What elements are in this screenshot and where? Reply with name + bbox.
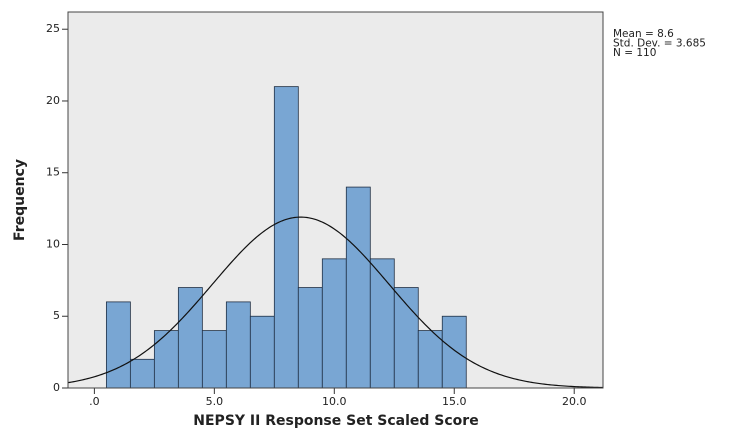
- bar: [369, 258, 395, 389]
- bar: [105, 301, 131, 389]
- plot-frame: [67, 11, 604, 389]
- x-tick-label: 5.0: [206, 395, 224, 408]
- bar: [129, 358, 155, 389]
- y-tick-label: 20: [46, 94, 60, 107]
- bar: [417, 330, 443, 389]
- bar: [225, 301, 251, 389]
- bar: [177, 287, 203, 389]
- y-tick-label: 15: [46, 166, 60, 179]
- x-tick-label: 15.0: [442, 395, 467, 408]
- y-tick-label: 25: [46, 22, 60, 35]
- bar: [345, 186, 371, 389]
- x-tick-label: 20.0: [562, 395, 587, 408]
- y-tick-label: 10: [46, 237, 60, 250]
- y-axis-title: Frequency: [12, 159, 28, 241]
- stat-label: Mean = 8.6: [613, 28, 674, 40]
- bar: [201, 330, 227, 389]
- bar: [249, 315, 275, 389]
- bar: [297, 287, 323, 389]
- x-tick-label: .0: [89, 395, 100, 408]
- x-tick-label: 10.0: [322, 395, 347, 408]
- x-axis-title: NEPSY II Response Set Scaled Score: [193, 413, 478, 429]
- y-tick-label: 5: [53, 309, 60, 322]
- bar: [321, 258, 347, 389]
- y-tick-label: 0: [53, 381, 60, 394]
- bar: [393, 287, 419, 389]
- normal-curve: [67, 216, 604, 389]
- bar: [273, 86, 299, 389]
- stat-label: N = 110: [613, 47, 656, 59]
- bar: [441, 315, 467, 389]
- bar: [153, 330, 179, 389]
- stat-label: Std. Dev. = 3.685: [613, 38, 706, 50]
